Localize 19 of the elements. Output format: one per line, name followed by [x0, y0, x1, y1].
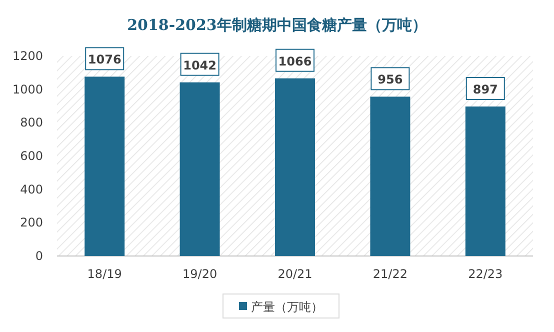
- legend-label: 产量（万吨）: [251, 300, 323, 314]
- y-tick-label: 600: [20, 149, 43, 163]
- x-tick-label: 21/22: [372, 267, 408, 281]
- x-tick-label: 18/19: [87, 267, 122, 281]
- y-tick-label: 1000: [12, 82, 43, 96]
- chart-title: 2018-2023年制糖期中国食糖产量（万吨）: [127, 16, 427, 34]
- x-tick-label: 20/21: [278, 267, 312, 281]
- data-label: 1076: [88, 52, 122, 67]
- data-label: 1066: [278, 54, 312, 68]
- y-tick-label: 200: [20, 216, 43, 230]
- y-tick-label: 400: [20, 182, 43, 196]
- data-label: 897: [472, 82, 498, 96]
- data-label: 956: [378, 72, 403, 87]
- y-tick-label: 1200: [12, 49, 43, 63]
- data-label: 1042: [183, 58, 217, 72]
- y-tick-label: 800: [20, 116, 43, 130]
- y-tick-label: 0: [35, 249, 43, 263]
- x-tick-label: 19/20: [182, 267, 218, 281]
- x-tick-label: 22/23: [468, 267, 503, 281]
